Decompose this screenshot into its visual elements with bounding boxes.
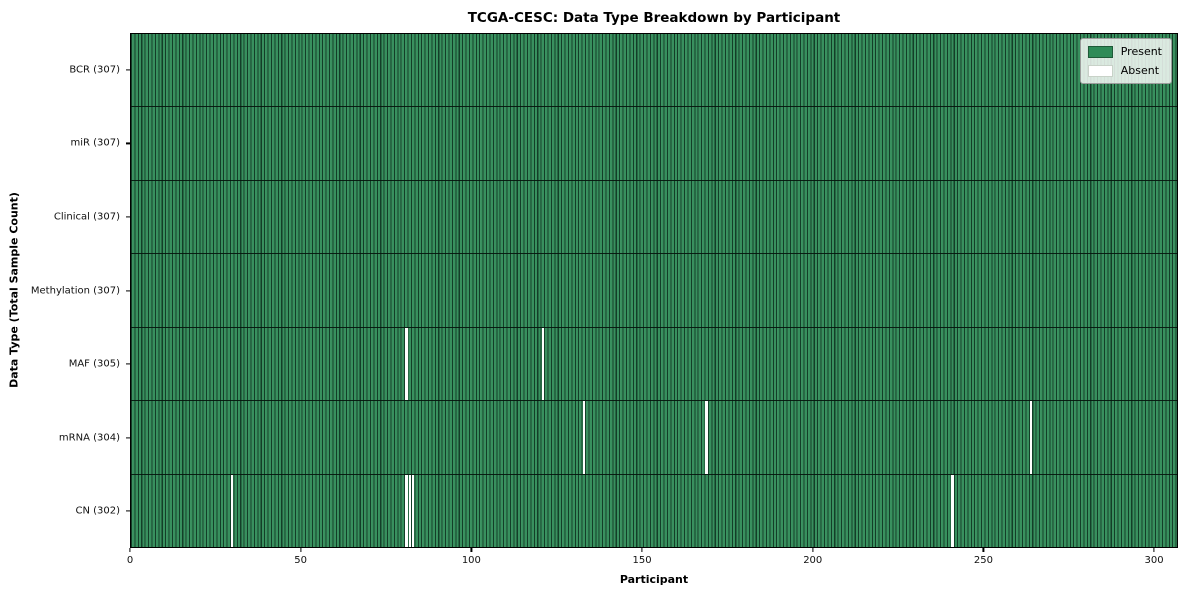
absent-cell [411,474,415,547]
x-tick-label: 250 [973,555,993,566]
heatmap-row [131,106,1177,180]
y-tick-label: Clinical (307) [53,211,120,223]
heatmap-row [131,179,1177,254]
y-tick-mark [126,510,130,512]
absent-cell [705,401,708,474]
heatmap-row [131,400,1177,474]
absent-cell [405,474,408,547]
x-tick-label: 50 [294,555,308,566]
legend-label-present: Present [1120,45,1162,58]
heatmap-row [131,473,1177,547]
heatmap-rows [131,34,1177,547]
x-tick-mark [470,548,472,552]
x-tick-label: 0 [126,555,134,566]
plot-area: Present Absent [130,33,1178,548]
x-tick-mark [1153,548,1155,552]
x-tick-label: 300 [1144,555,1164,566]
x-axis-label: Participant [619,573,689,586]
y-tick-mark [126,289,130,292]
absent-cell [541,327,545,401]
x-tick-mark [982,548,984,552]
heatmap-row [131,253,1177,327]
legend-item-present: Present [1087,45,1162,58]
y-tick-label: BCR (307) [69,64,120,76]
y-tick-mark [126,216,130,218]
x-tick-label: 100 [461,555,481,566]
y-tick-mark [126,142,130,144]
y-tick-label: mRNA (304) [58,432,120,444]
absent-cell [951,474,954,547]
legend-item-absent: Absent [1087,64,1162,77]
absent-cell [582,401,585,474]
legend: Present Absent [1079,38,1172,84]
x-tick-label: 200 [803,555,823,566]
legend-label-absent: Absent [1120,64,1160,77]
y-tick-mark [126,363,130,365]
y-tick-mark [126,437,130,439]
absent-cell [1029,401,1033,474]
y-tick-label: MAF (305) [68,358,120,370]
present-swatch-icon [1087,45,1113,58]
y-tick-label: CN (302) [75,505,120,517]
x-tick-mark [300,548,302,552]
x-tick-label: 150 [632,555,652,566]
absent-cell [408,474,411,547]
heatmap-row [131,326,1177,401]
x-tick-mark [812,548,814,552]
absent-swatch-icon [1087,64,1113,77]
y-axis-ticks: BCR (307) miR (307) Clinical (307) Methylat… [0,33,130,548]
x-tick-mark [129,548,131,552]
x-axis-ticks: 0 50 100 150 200 250 300 [126,548,1178,578]
chart-title: TCGA-CESC: Data Type Breakdown by Partic… [467,10,841,26]
absent-cell [230,474,234,547]
y-tick-mark [126,69,130,71]
x-tick-mark [641,548,643,552]
y-tick-label: miR (307) [70,137,120,149]
y-tick-label: Methylation (307) [30,285,120,296]
absent-cell [405,327,408,401]
heatmap-row [131,34,1177,107]
